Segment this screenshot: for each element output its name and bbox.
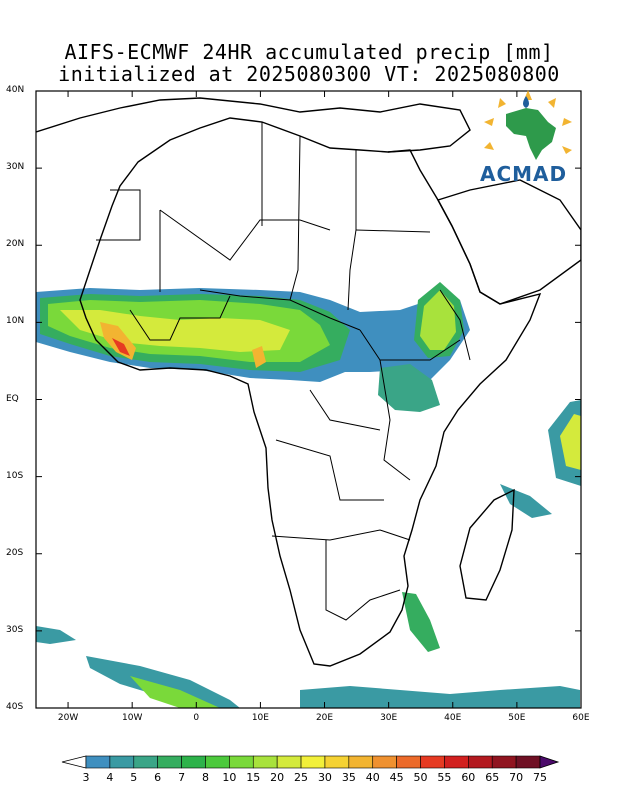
colorbar-label: 60 [461,771,476,784]
precip-area-sahel-yellow [60,310,290,352]
colorbar-label: 40 [365,771,380,784]
border-line [439,289,471,361]
precip-area-mascarene-light [560,414,581,470]
latitude-label: 20N [6,239,25,250]
latitude-label: EQ [6,393,19,404]
colorbar-label: 25 [294,771,309,784]
colorbar-swatch [229,755,254,769]
precip-area-guinea-peak [112,338,130,356]
colorbar-swatch [515,755,541,769]
longitude-label: 20W [57,713,79,723]
colorbar-label: 8 [201,771,209,784]
latitude-label: 10N [6,316,25,327]
precip-area-indian-ocean [500,484,552,518]
longitude-label: 10E [251,713,269,723]
border-line [379,359,411,481]
chart-title-line-2: initialized at 2025080300 VT: 2025080800 [58,62,560,86]
border-line [275,439,384,501]
colorbar-label: 30 [317,771,332,784]
longitude-label: 20E [315,713,334,723]
colorbar-label: 3 [82,771,90,784]
colorbar-label: 50 [413,771,428,784]
africa-map-logo-icon [484,90,572,160]
colorbar-label: 7 [178,771,186,784]
precip-area-southern-ocean-west-light [130,676,220,708]
colorbar-label: 20 [270,771,285,784]
latitude-label: 10S [6,470,24,481]
longitude-label: 50E [508,713,526,723]
madagascar-coastline [459,488,515,601]
precip-shading [36,282,581,708]
border-line [359,329,461,361]
logo-text: ACMAD [480,162,568,186]
precip-area-great-lakes [378,364,440,412]
precip-area-ethiopia-light [420,290,456,350]
border-line [325,540,401,621]
colorbar-label: 65 [485,771,500,784]
precip-area-southern-ocean-west [86,656,240,708]
precip-area-cameroon-peak [252,346,266,368]
latitude-label: 40N [6,85,25,95]
latitude-label: 30S [6,624,24,635]
colorbar-label: 45 [389,771,404,784]
colorbar-swatch [468,755,493,769]
axis-ticks [36,90,582,709]
colorbar-swatch [396,755,421,769]
latitude-label: 20S [6,547,24,558]
colorbar-label: 4 [106,771,114,784]
europe-coastline [36,97,471,153]
longitude-label: 60E [572,713,590,723]
colorbar-swatch [205,755,230,769]
border-line [199,289,361,331]
colorbar-label: 55 [437,771,452,784]
colorbar-label: 15 [246,771,261,784]
colorbar-label: 5 [130,771,138,784]
country-borders [96,122,471,621]
colorbar-label: 10 [222,771,237,784]
border-line [289,135,301,301]
latitude-label: 30N [6,162,25,173]
longitude-label: 30E [380,713,398,723]
colorbar-swatch [372,755,397,769]
latitude-label: 40S [6,702,24,712]
longitude-label: 10W [121,713,143,723]
arabia-coastline [436,179,581,305]
precip-area-southern-ocean-east [300,686,580,708]
coastlines [36,97,581,667]
colorbar-swatch [181,755,206,769]
colorbar-under-triangle [61,755,87,769]
colorbar-swatch [444,755,469,769]
border-line [129,295,231,341]
chart-title-line-1: AIFS-ECMWF 24HR accumulated precip [mm] [64,40,554,64]
colorbar-label: 75 [533,771,547,784]
precip-area-mozambique [402,592,440,652]
colorbar-swatch [133,755,158,769]
colorbar-swatch [109,755,135,769]
colorbar-swatch [300,755,326,769]
africa-coastline [79,117,542,667]
colorbar-swatch [348,755,374,769]
colorbar-swatch [420,755,445,769]
precip-area-south-atlantic [36,626,76,644]
longitude-label: 40E [444,713,462,723]
colorbar [61,755,560,769]
border-line [271,529,411,541]
border-line [96,189,141,241]
longitude-label: 0 [193,713,200,723]
colorbar-label: 70 [509,771,524,784]
border-line [309,389,381,431]
colorbar-swatch [85,755,111,769]
colorbar-swatch [252,755,278,769]
colorbar-swatch [491,755,517,769]
colorbar-over-triangle [539,755,560,769]
colorbar-swatch [324,755,350,769]
border-line [355,229,431,233]
border-line [347,150,357,311]
colorbar-label: 35 [341,771,356,784]
colorbar-swatch [276,755,302,769]
colorbar-label: 6 [154,771,162,784]
border-line [159,209,331,261]
colorbar-swatch [157,755,182,769]
